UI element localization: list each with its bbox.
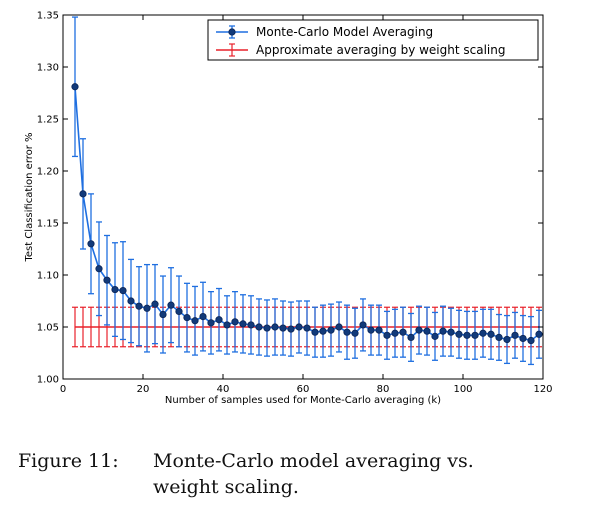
x-tick-label: 100 — [453, 384, 472, 395]
monte-carlo-point — [471, 331, 479, 339]
monte-carlo-point — [151, 300, 159, 308]
x-tick-label: 40 — [217, 384, 230, 395]
monte-carlo-point — [383, 331, 391, 339]
monte-carlo-point — [135, 302, 143, 310]
monte-carlo-point — [95, 265, 103, 273]
monte-carlo-point — [255, 323, 263, 331]
monte-carlo-point — [191, 317, 199, 325]
monte-carlo-point — [391, 329, 399, 337]
monte-carlo-point — [263, 324, 271, 332]
legend-label-monte-carlo: Monte-Carlo Model Averaging — [256, 25, 433, 39]
x-tick-label: 20 — [137, 384, 150, 395]
monte-carlo-point — [431, 332, 439, 340]
monte-carlo-point — [199, 312, 207, 321]
y-tick-label: 1.00 — [37, 375, 59, 386]
y-tick-label: 1.15 — [37, 219, 59, 230]
legend-marker-weight-scaling — [216, 43, 248, 57]
monte-carlo-point — [207, 319, 215, 327]
y-tick-label: 1.35 — [37, 11, 59, 22]
monte-carlo-point — [127, 297, 135, 305]
x-tick-label: 60 — [297, 384, 310, 395]
monte-carlo-point — [487, 330, 495, 338]
monte-carlo-point — [239, 320, 247, 328]
y-tick-label: 1.25 — [37, 115, 59, 126]
monte-carlo-point — [303, 324, 311, 332]
monte-carlo-point — [503, 335, 511, 344]
chart: 0 20 40 60 80 100 120 1.00 1.05 1.10 1.15 1.20 1.25 1… — [24, 11, 553, 407]
monte-carlo-point — [215, 316, 223, 324]
monte-carlo-point — [375, 326, 383, 334]
figure-caption: Figure 11: Monte-Carlo model averaging vs… — [18, 448, 588, 500]
monte-carlo-point — [159, 310, 167, 319]
monte-carlo-point — [167, 301, 175, 309]
monte-carlo-point — [463, 331, 471, 339]
monte-carlo-series — [71, 16, 543, 366]
monte-carlo-point — [103, 276, 111, 284]
monte-carlo-point — [343, 328, 351, 336]
monte-carlo-point — [415, 326, 423, 334]
x-tick-label: 120 — [533, 384, 552, 395]
legend: Monte-Carlo Model Averaging Approximate … — [207, 19, 539, 61]
legend-box — [207, 19, 539, 61]
monte-carlo-point — [79, 190, 87, 198]
caption-text-line2: weight scaling. — [153, 476, 299, 498]
axis-ticks: 0 20 40 60 80 100 120 1.00 1.05 1.10 1.15 1.20 1.25 1… — [37, 11, 553, 396]
x-axis-label: Number of samples used for Monte-Carlo a… — [165, 395, 441, 406]
legend-marker-monte-carlo — [216, 25, 248, 39]
monte-carlo-point — [223, 321, 231, 329]
x-tick-label: 80 — [377, 384, 390, 395]
caption-text-line1: Monte-Carlo model averaging vs. — [153, 450, 474, 472]
legend-label-weight-scaling: Approximate averaging by weight scaling — [256, 43, 505, 57]
monte-carlo-point — [479, 329, 487, 337]
monte-carlo-point — [87, 240, 95, 248]
monte-carlo-point — [495, 333, 503, 341]
monte-carlo-point — [319, 327, 327, 335]
monte-carlo-point — [287, 325, 295, 333]
y-tick-label: 1.20 — [37, 167, 59, 178]
monte-carlo-point — [359, 321, 367, 329]
monte-carlo-point — [295, 323, 303, 331]
monte-carlo-point — [175, 307, 183, 315]
monte-carlo-point — [455, 330, 463, 338]
monte-carlo-point — [183, 314, 191, 322]
monte-carlo-point — [527, 336, 535, 345]
y-axis-label: Test Classification error % — [24, 132, 35, 262]
x-tick-label: 0 — [60, 384, 66, 395]
y-tick-label: 1.10 — [37, 271, 59, 282]
monte-carlo-point — [407, 333, 415, 341]
monte-carlo-point — [351, 329, 359, 337]
monte-carlo-point — [335, 323, 343, 331]
monte-carlo-point — [399, 328, 407, 336]
plot-frame — [62, 14, 544, 380]
monte-carlo-point — [423, 327, 431, 335]
monte-carlo-point — [535, 330, 543, 338]
caption-label: Figure 11: — [18, 450, 119, 472]
monte-carlo-point — [247, 321, 255, 329]
monte-carlo-point — [511, 331, 519, 339]
monte-carlo-point — [271, 323, 279, 331]
y-tick-label: 1.05 — [37, 323, 59, 334]
monte-carlo-point — [367, 326, 375, 334]
monte-carlo-point — [111, 285, 119, 294]
monte-carlo-point — [519, 334, 527, 343]
monte-carlo-point — [439, 327, 447, 335]
legend-blue-point — [228, 28, 236, 36]
monte-carlo-point — [143, 304, 151, 312]
monte-carlo-point — [71, 83, 79, 91]
y-tick-label: 1.30 — [37, 63, 59, 74]
monte-carlo-point — [231, 318, 239, 326]
monte-carlo-point — [311, 328, 319, 336]
monte-carlo-point — [279, 324, 287, 332]
monte-carlo-point — [119, 286, 127, 295]
monte-carlo-point — [447, 328, 455, 336]
monte-carlo-point — [327, 326, 335, 334]
